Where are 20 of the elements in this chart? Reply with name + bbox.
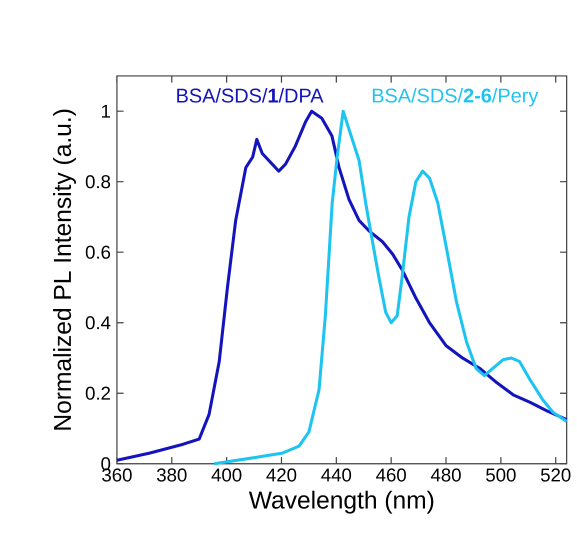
x-tick-label: 500 [486,468,516,482]
x-tick-label: 520 [540,468,570,482]
y-tick-label: 1 [102,104,110,118]
series-label: BSA/SDS/2-6/Pery [372,88,538,107]
y-tick-label: 0.6 [86,246,110,259]
x-tick-label: 460 [376,468,406,482]
x-tick-label: 440 [321,468,352,482]
x-tick-label: 480 [430,468,461,482]
y-tick-label: 0.2 [86,386,110,400]
x-axis-title: Wavelength (nm) [248,490,434,514]
line-series [115,110,568,462]
x-tick-label: 380 [156,468,187,482]
line-series [212,110,568,466]
y-tick-label: 0.8 [86,175,110,188]
x-tick-label: 360 [102,468,132,482]
x-tick-label: 400 [212,468,242,482]
x-tick-label: 420 [266,468,296,482]
y-tick-label: 0.4 [86,316,110,330]
y-axis-title: Normalized PL Intensity (a.u.) [53,110,76,430]
series-label: BSA/SDS/1/DPA [177,88,324,103]
